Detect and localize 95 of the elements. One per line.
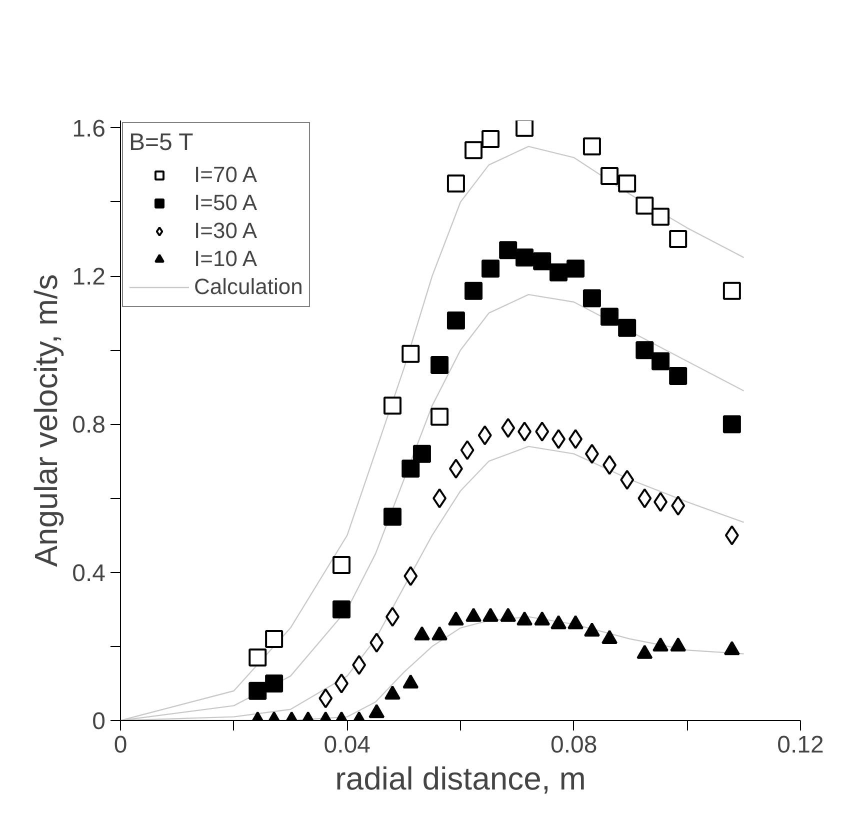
point — [501, 418, 516, 438]
point — [402, 344, 420, 363]
y-tick-label: 1.2 — [72, 264, 106, 291]
point — [370, 632, 384, 653]
point — [518, 422, 532, 442]
y-tick-label: 1.6 — [72, 115, 106, 142]
point — [368, 704, 385, 718]
point — [670, 637, 686, 652]
legend-title: B=5 T — [129, 129, 194, 157]
point — [582, 289, 601, 308]
point — [636, 341, 654, 360]
legend-label: I=30 A — [194, 218, 258, 244]
point — [568, 615, 584, 630]
point — [265, 630, 284, 648]
x-tick-label: 0.04 — [324, 732, 371, 758]
point — [265, 674, 284, 692]
point — [636, 196, 654, 215]
point — [332, 556, 350, 574]
point — [482, 260, 500, 278]
point — [618, 174, 636, 192]
point — [533, 252, 552, 270]
point — [722, 415, 741, 434]
point — [448, 458, 463, 479]
point — [460, 440, 474, 460]
point — [600, 167, 619, 186]
point — [430, 356, 449, 374]
point — [652, 352, 670, 370]
point — [724, 641, 740, 656]
point — [412, 444, 431, 463]
legend-label: I=50 A — [194, 190, 258, 216]
point — [446, 174, 465, 192]
point — [478, 425, 492, 446]
y-axis-title: Angular velocity, m/s — [28, 274, 64, 567]
point — [652, 208, 670, 226]
point — [499, 241, 518, 260]
point — [516, 248, 534, 267]
point — [352, 654, 366, 675]
legend-label: I=10 A — [194, 246, 258, 272]
point — [384, 396, 402, 415]
x-tick-label: 0.12 — [777, 732, 824, 758]
y-tick-label: 0.8 — [72, 412, 106, 439]
point — [464, 282, 483, 300]
point — [432, 626, 448, 640]
point — [516, 120, 534, 137]
point — [669, 230, 688, 248]
point — [248, 682, 267, 700]
point — [500, 608, 516, 622]
y-tick-label: 0 — [92, 708, 106, 735]
point — [550, 263, 568, 282]
point — [534, 611, 550, 626]
point — [448, 611, 464, 626]
point — [516, 611, 533, 626]
point — [446, 312, 465, 330]
point — [432, 488, 447, 508]
point — [402, 674, 419, 689]
point — [638, 488, 652, 508]
point — [414, 626, 430, 640]
point — [584, 444, 599, 464]
point — [584, 622, 600, 637]
point — [466, 608, 482, 622]
point — [464, 141, 483, 160]
point — [550, 615, 567, 630]
point — [600, 308, 619, 326]
point — [620, 470, 634, 490]
point — [384, 685, 400, 700]
point — [582, 137, 601, 156]
legend-label: I=70 A — [194, 162, 258, 188]
x-tick-label: 0 — [114, 732, 128, 758]
point — [602, 454, 617, 475]
point — [671, 496, 686, 516]
point — [248, 648, 267, 667]
x-axis-title: radial distance, m — [335, 760, 586, 796]
point — [482, 130, 500, 148]
point — [430, 408, 449, 426]
point — [566, 260, 585, 278]
point — [318, 688, 333, 708]
point — [535, 422, 550, 442]
point — [636, 644, 653, 659]
point — [722, 282, 741, 300]
point — [568, 429, 583, 450]
point — [402, 460, 420, 478]
y-tick-label: 0.4 — [72, 560, 106, 587]
point — [652, 637, 669, 652]
point — [404, 566, 418, 586]
point — [654, 492, 668, 512]
point — [618, 318, 636, 337]
point — [384, 508, 402, 526]
point — [602, 630, 618, 644]
x-tick-label: 0.08 — [550, 732, 598, 758]
legend-label: Calculation — [194, 274, 303, 300]
point — [724, 525, 739, 546]
point — [482, 608, 499, 622]
point — [552, 429, 566, 450]
point — [669, 367, 688, 386]
point — [332, 600, 350, 618]
